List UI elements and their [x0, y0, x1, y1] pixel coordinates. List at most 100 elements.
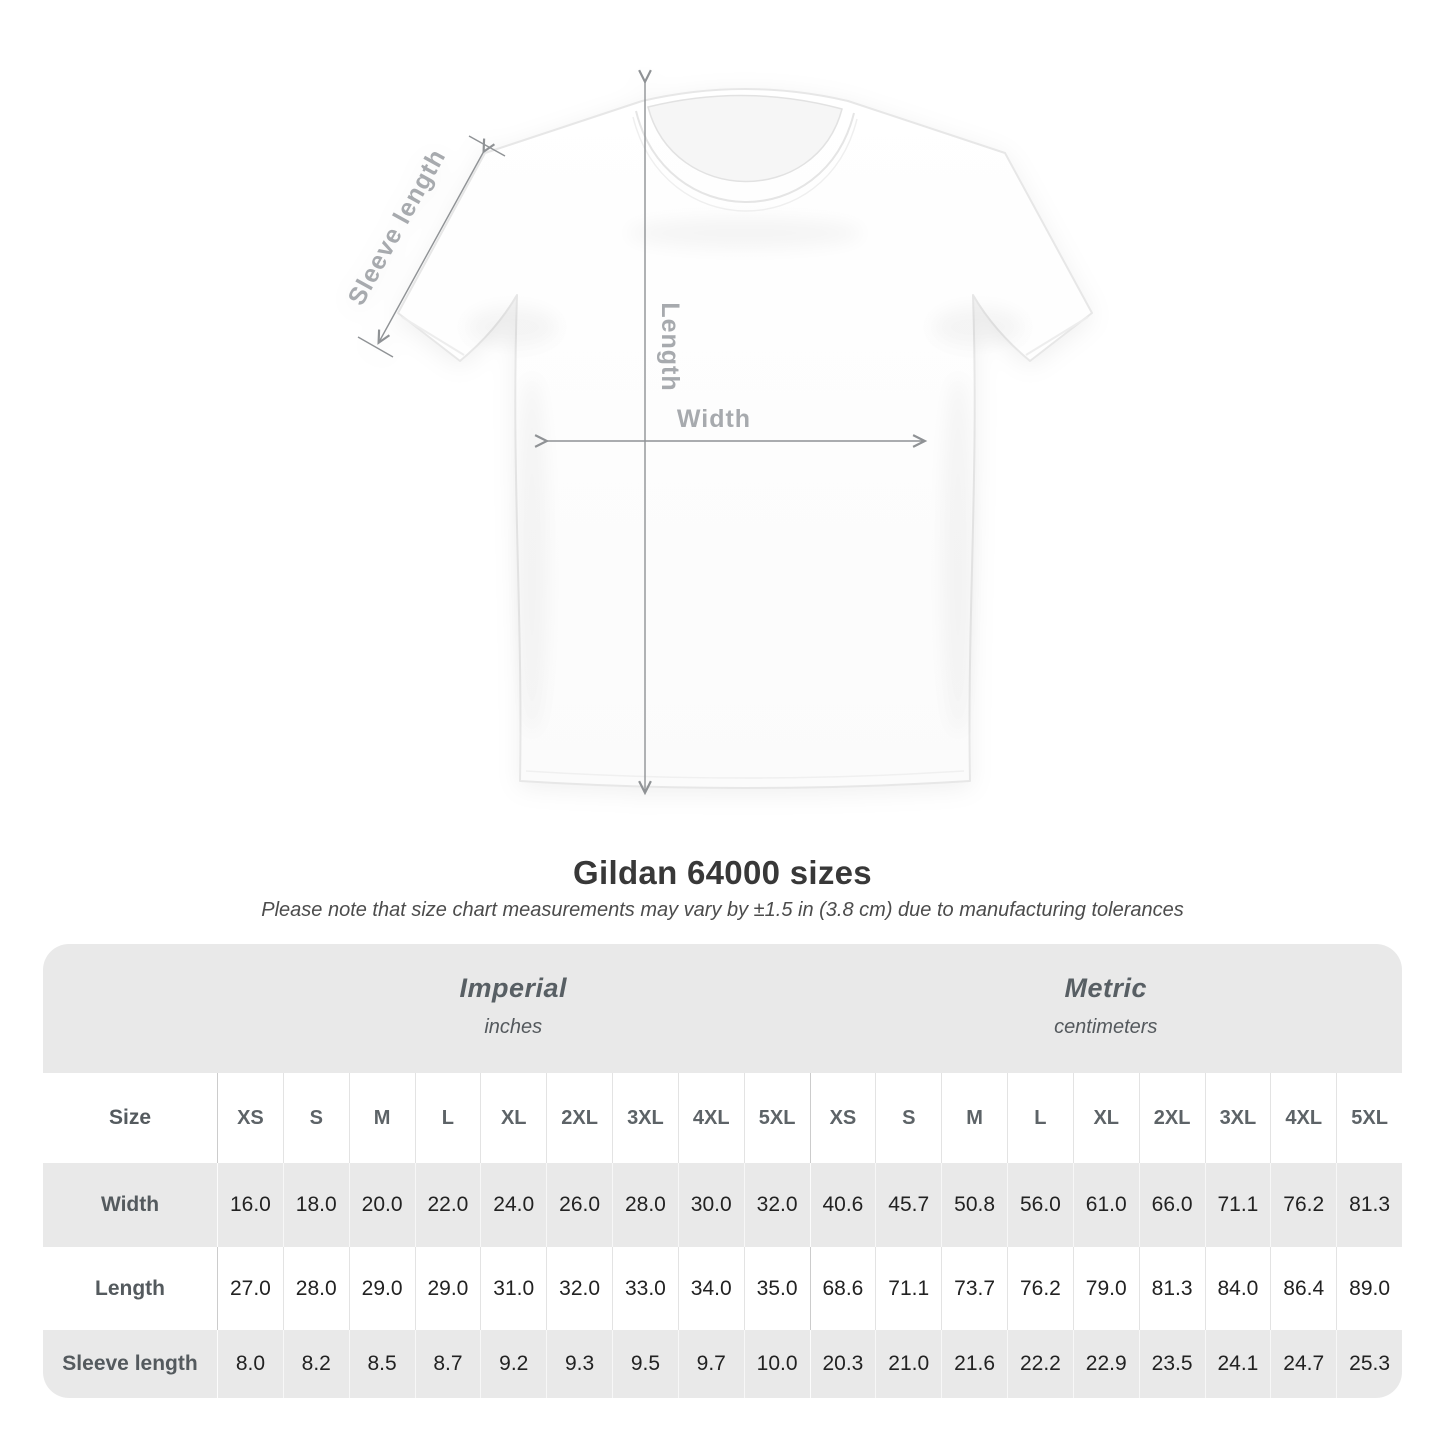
table-cell: 61.0 — [1072, 1163, 1139, 1247]
imperial-unit-header: Imperial inches — [217, 944, 810, 1073]
table-cell: 29.0 — [348, 1247, 415, 1330]
table-cell: 40.6 — [809, 1163, 876, 1247]
table-cell: 29.0 — [414, 1247, 481, 1330]
table-cell: 76.2 — [1007, 1247, 1073, 1330]
table-cell: 27.0 — [217, 1247, 283, 1330]
table-cell: 86.4 — [1270, 1247, 1337, 1330]
size-col-header: M — [941, 1073, 1007, 1163]
row-label: Width — [43, 1163, 217, 1247]
size-col-header: 3XL — [612, 1073, 678, 1163]
table-cell: 68.6 — [809, 1247, 876, 1330]
table-cell: 18.0 — [282, 1163, 349, 1247]
tshirt-diagram: Width Length Sleeve length — [330, 55, 1130, 825]
table-cell: 25.3 — [1336, 1330, 1402, 1398]
collar-stitch — [632, 116, 858, 212]
size-col-header: XS — [809, 1073, 876, 1163]
table-cell: 73.7 — [941, 1247, 1007, 1330]
table-cell: 66.0 — [1138, 1163, 1205, 1247]
row-label: Sleeve length — [43, 1330, 217, 1398]
length-label: Length — [656, 302, 684, 391]
width-label: Width — [677, 405, 751, 433]
measurement-arrows — [357, 69, 928, 796]
table-cell: 22.9 — [1072, 1330, 1139, 1398]
table-cell: 22.0 — [414, 1163, 481, 1247]
table-cell: 81.3 — [1138, 1247, 1205, 1330]
size-col-header: 2XL — [546, 1073, 612, 1163]
metric-unit-name: Metric — [1064, 972, 1148, 1003]
table-cell: 10.0 — [743, 1330, 810, 1398]
table-cell: 26.0 — [546, 1163, 612, 1247]
size-col-header: XL — [1072, 1073, 1139, 1163]
table-cell: 50.8 — [941, 1163, 1007, 1247]
unit-band-spacer — [43, 944, 217, 1073]
table-cell: 8.7 — [414, 1330, 481, 1398]
table-cell: 24.1 — [1204, 1330, 1271, 1398]
table-cell: 22.2 — [1007, 1330, 1073, 1398]
size-chart-table: Imperial inches Metric centimeters Size … — [43, 944, 1402, 1398]
table-cell: 21.6 — [941, 1330, 1007, 1398]
table-cell: 28.0 — [282, 1247, 349, 1330]
tolerance-note: Please note that size chart measurements… — [261, 899, 1184, 921]
metric-unit-header: Metric centimeters — [809, 944, 1402, 1073]
table-cell: 45.7 — [875, 1163, 942, 1247]
size-col-header: L — [1007, 1073, 1073, 1163]
table-cell: 16.0 — [217, 1163, 283, 1247]
table-cell: 8.5 — [348, 1330, 415, 1398]
metric-unit-sub: centimeters — [1054, 1015, 1158, 1038]
size-col-header: 4XL — [1270, 1073, 1337, 1163]
imperial-unit-name: Imperial — [459, 972, 568, 1003]
sleeve-arrow-end-tick — [357, 336, 394, 358]
table-cell: 34.0 — [677, 1247, 744, 1330]
table-cell: 32.0 — [743, 1163, 810, 1247]
size-col-header: 5XL — [1336, 1073, 1402, 1163]
table-cell: 79.0 — [1072, 1247, 1139, 1330]
page-title: Gildan 64000 sizes — [573, 854, 872, 891]
collar-band-seam — [635, 110, 855, 203]
table-cell: 9.2 — [480, 1330, 547, 1398]
table-cell: 9.3 — [546, 1330, 612, 1398]
table-cell: 71.1 — [1204, 1163, 1271, 1247]
bottom-hem-stitch — [525, 770, 965, 779]
table-cell: 32.0 — [546, 1247, 612, 1330]
size-col-header: 3XL — [1204, 1073, 1271, 1163]
size-col-header: M — [348, 1073, 415, 1163]
sleeve-arrow-end-tick — [468, 135, 506, 157]
table-cell: 23.5 — [1138, 1330, 1205, 1398]
table-cell: 21.0 — [875, 1330, 942, 1398]
size-label: Size — [43, 1073, 217, 1163]
size-col-header: S — [875, 1073, 942, 1163]
table-cell: 8.2 — [282, 1330, 349, 1398]
table-cell: 24.7 — [1270, 1330, 1337, 1398]
table-cell: 30.0 — [677, 1163, 744, 1247]
table-cell: 20.3 — [809, 1330, 876, 1398]
size-col-header: S — [282, 1073, 349, 1163]
table-cell: 28.0 — [612, 1163, 678, 1247]
table-cell: 33.0 — [612, 1247, 678, 1330]
table-cell: 35.0 — [743, 1247, 810, 1330]
tshirt-graphic — [397, 88, 1093, 789]
table-cell: 9.5 — [612, 1330, 678, 1398]
table-cell: 81.3 — [1336, 1163, 1402, 1247]
table-cell: 56.0 — [1007, 1163, 1073, 1247]
tshirt-image: Width Length Sleeve length — [343, 69, 1093, 796]
size-col-header: 4XL — [677, 1073, 744, 1163]
row-label: Length — [43, 1247, 217, 1330]
table-cell: 24.0 — [480, 1163, 547, 1247]
imperial-unit-sub: inches — [484, 1015, 543, 1038]
table-cell: 31.0 — [480, 1247, 547, 1330]
size-col-header: 5XL — [743, 1073, 810, 1163]
size-col-header: 2XL — [1138, 1073, 1205, 1163]
size-col-header: XS — [217, 1073, 283, 1163]
collar-opening — [647, 94, 843, 183]
size-col-header: L — [414, 1073, 481, 1163]
size-col-header: XL — [480, 1073, 547, 1163]
table-cell: 84.0 — [1204, 1247, 1271, 1330]
table-cell: 8.0 — [217, 1330, 283, 1398]
sleeve-length-arrow — [377, 138, 496, 345]
table-cell: 71.1 — [875, 1247, 942, 1330]
right-sleeve-hem — [1025, 316, 1089, 356]
table-cell: 76.2 — [1270, 1163, 1337, 1247]
table-cell: 20.0 — [348, 1163, 415, 1247]
table-cell: 9.7 — [677, 1330, 744, 1398]
table-cell: 89.0 — [1336, 1247, 1402, 1330]
